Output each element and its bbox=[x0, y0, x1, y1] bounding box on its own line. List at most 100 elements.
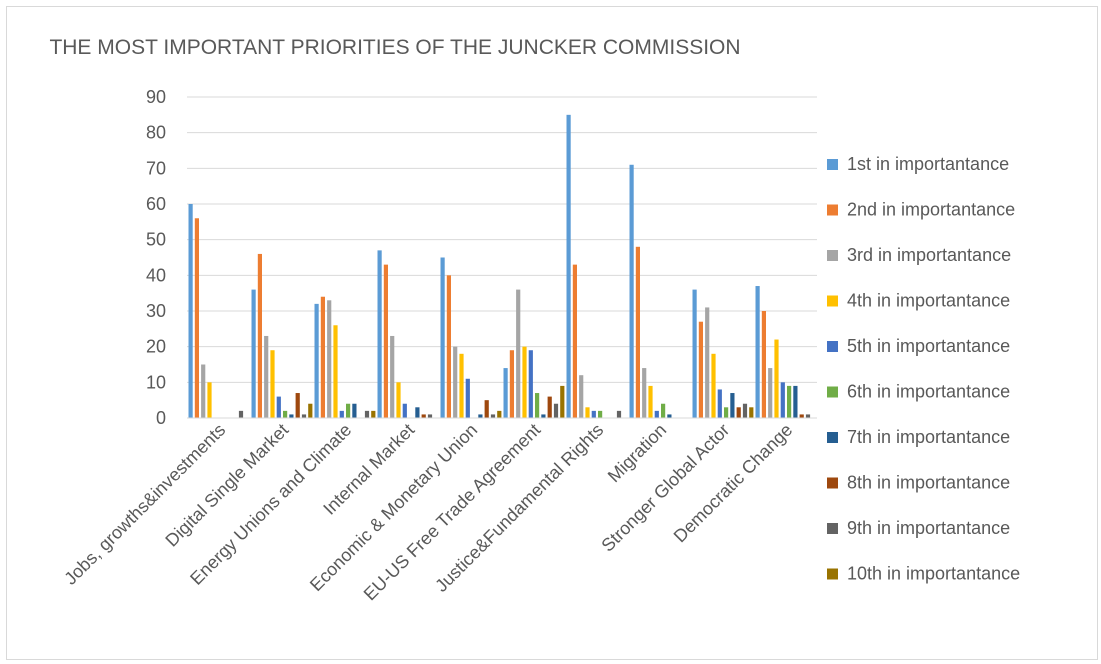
bar bbox=[661, 403, 666, 418]
bar bbox=[440, 257, 445, 418]
bar bbox=[257, 253, 262, 418]
bar bbox=[333, 325, 338, 418]
legend-label: 1st in importantance bbox=[847, 154, 1009, 174]
bar bbox=[516, 289, 521, 418]
bar bbox=[547, 396, 552, 418]
bar bbox=[295, 393, 300, 418]
chart-svg: THE MOST IMPORTANT PRIORITIES OF THE JUN… bbox=[49, 36, 1020, 604]
bar bbox=[207, 382, 212, 418]
y-tick-label: 10 bbox=[146, 372, 166, 392]
bar bbox=[352, 403, 357, 418]
bar bbox=[579, 375, 584, 418]
bar bbox=[264, 335, 269, 418]
legend: 1st in importantance 2nd in importantance… bbox=[827, 154, 1020, 584]
bar bbox=[497, 410, 502, 418]
bar bbox=[793, 385, 798, 418]
legend-swatch bbox=[827, 250, 838, 261]
y-tick-label: 20 bbox=[146, 337, 166, 357]
bar bbox=[711, 353, 716, 418]
legend-swatch bbox=[827, 159, 838, 170]
bar bbox=[490, 414, 496, 418]
bar bbox=[717, 389, 722, 418]
bar bbox=[730, 393, 735, 418]
y-axis: 0 10 20 30 40 50 60 70 80 90 bbox=[146, 87, 166, 428]
bar bbox=[736, 407, 741, 418]
bar bbox=[755, 286, 760, 418]
bar bbox=[724, 407, 729, 418]
bar bbox=[320, 296, 325, 418]
legend-label: 9th in importantance bbox=[847, 518, 1010, 538]
bar bbox=[188, 204, 193, 418]
bar bbox=[585, 407, 590, 418]
bar bbox=[238, 410, 244, 418]
bar bbox=[742, 403, 748, 418]
bar bbox=[415, 407, 420, 418]
bar bbox=[692, 289, 697, 418]
bar bbox=[427, 414, 433, 418]
bar bbox=[465, 378, 470, 418]
bars bbox=[188, 114, 811, 418]
y-tick-label: 40 bbox=[146, 265, 166, 285]
bar bbox=[364, 410, 370, 418]
bar bbox=[799, 414, 804, 418]
bar bbox=[768, 368, 773, 418]
legend-label: 2nd in importantance bbox=[847, 200, 1015, 220]
bar bbox=[509, 350, 514, 418]
x-category-label: Democratic Change bbox=[670, 420, 797, 547]
bar bbox=[484, 400, 489, 418]
bar bbox=[522, 346, 527, 418]
bar bbox=[396, 382, 401, 418]
bar bbox=[478, 414, 483, 418]
legend-swatch bbox=[827, 204, 838, 216]
bar bbox=[327, 300, 332, 418]
bar bbox=[251, 289, 256, 418]
bar bbox=[635, 246, 640, 418]
legend-swatch bbox=[827, 295, 838, 307]
legend-swatch bbox=[827, 341, 838, 352]
legend-label: 3rd in importantance bbox=[847, 245, 1011, 265]
legend-label: 7th in importantance bbox=[847, 427, 1010, 447]
y-tick-label: 60 bbox=[146, 194, 166, 214]
legend-label: 5th in importantance bbox=[847, 336, 1010, 356]
bar bbox=[194, 218, 199, 418]
bar bbox=[503, 368, 508, 418]
bar bbox=[301, 414, 307, 418]
bar bbox=[642, 368, 647, 418]
bar bbox=[308, 403, 313, 418]
bar bbox=[459, 353, 464, 418]
bar bbox=[446, 275, 451, 418]
bar bbox=[749, 407, 754, 418]
bar bbox=[805, 414, 811, 418]
x-category-label: Migration bbox=[604, 420, 670, 486]
bar bbox=[346, 403, 351, 418]
bar bbox=[541, 414, 546, 418]
y-tick-label: 90 bbox=[146, 87, 166, 107]
bar bbox=[283, 410, 288, 418]
bar bbox=[787, 385, 792, 418]
bar bbox=[654, 410, 659, 418]
bar bbox=[780, 382, 785, 418]
x-category-label: Digital Single Market bbox=[161, 420, 292, 551]
bar bbox=[648, 385, 653, 418]
bar bbox=[421, 414, 426, 418]
bar bbox=[705, 307, 710, 418]
bar bbox=[572, 264, 577, 418]
bar bbox=[201, 364, 206, 418]
bar bbox=[383, 264, 388, 418]
bar bbox=[535, 393, 540, 418]
y-tick-label: 30 bbox=[146, 301, 166, 321]
bar bbox=[560, 385, 565, 418]
y-tick-label: 0 bbox=[156, 408, 166, 428]
bar bbox=[377, 250, 382, 418]
legend-swatch bbox=[827, 523, 838, 534]
legend-swatch bbox=[827, 477, 838, 489]
bar bbox=[453, 346, 458, 418]
bar bbox=[616, 410, 622, 418]
legend-label: 10th in importantance bbox=[847, 564, 1020, 584]
bar bbox=[591, 410, 596, 418]
bar bbox=[314, 303, 319, 418]
bar bbox=[270, 350, 275, 418]
bar bbox=[390, 335, 395, 418]
legend-swatch bbox=[827, 568, 838, 580]
